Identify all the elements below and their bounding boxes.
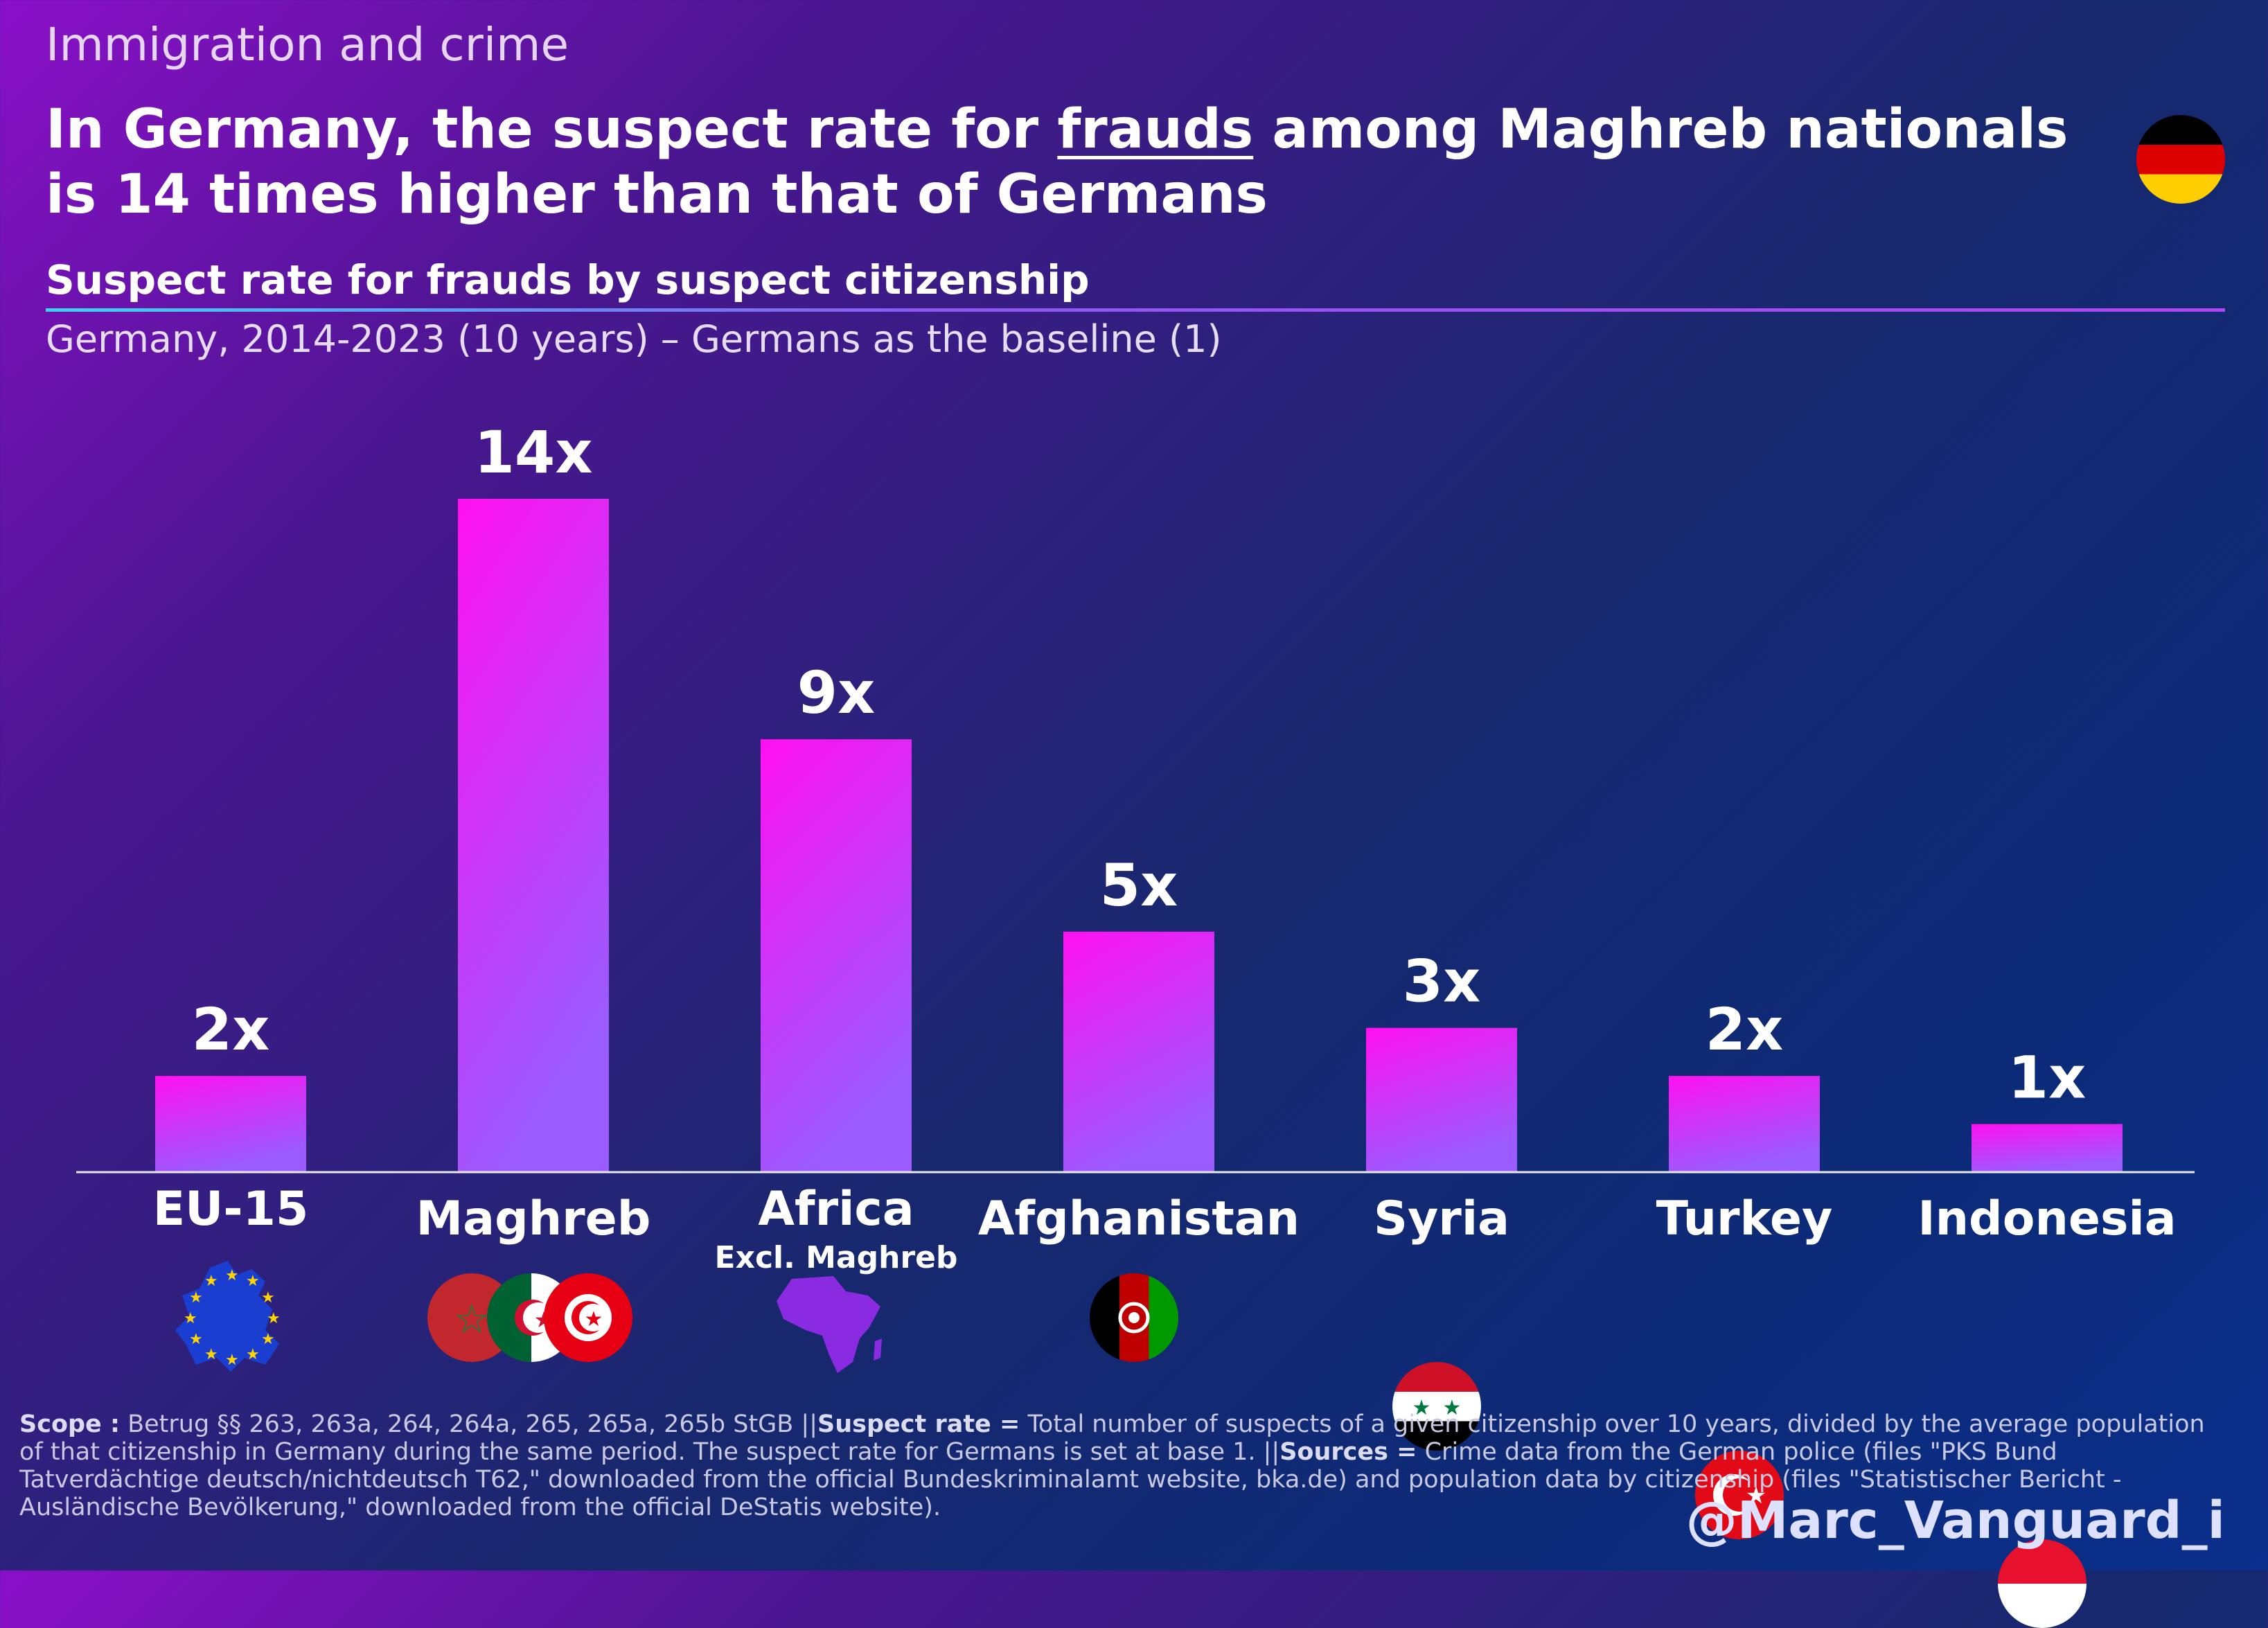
eu-map-icon: ★ ★ ★ ★ ★ ★ ★ ★ ★ ★ ★ ★ <box>161 1254 300 1381</box>
svg-text:★: ★ <box>189 1331 203 1348</box>
headline: In Germany, the suspect rate for frauds … <box>46 97 2096 227</box>
value-label: 9x <box>797 659 876 727</box>
value-label: 3x <box>1403 948 1481 1016</box>
svg-text:☆: ☆ <box>454 1295 490 1343</box>
bar-afghanistan <box>1063 931 1214 1172</box>
svg-text:★: ★ <box>261 1331 275 1348</box>
value-label: 1x <box>2008 1044 2087 1112</box>
value-label: 2x <box>1706 996 1784 1063</box>
turkey-flag-icon: ★ <box>1695 1451 1784 1539</box>
author-handle: @Marc_Vanguard_i <box>1685 1491 2225 1550</box>
chart-description: Germany, 2014-2023 (10 years) – Germans … <box>46 317 1222 361</box>
svg-text:★: ★ <box>225 1352 239 1369</box>
category-label: EU-15 <box>152 1182 309 1237</box>
bar-indonesia <box>1972 1124 2123 1172</box>
svg-text:★: ★ <box>204 1273 218 1290</box>
svg-text:★: ★ <box>267 1310 281 1327</box>
bar-africa <box>761 739 912 1172</box>
headline-part-2: among Maghreb nationals is 14 times high… <box>46 98 2068 226</box>
svg-text:★: ★ <box>1746 1482 1766 1510</box>
category-label: Africa <box>758 1182 914 1237</box>
bar-chart: 2x 14x 9x 5x 3x 2x 1x <box>76 418 2195 1174</box>
svg-text:★: ★ <box>1443 1396 1462 1420</box>
syria-flag-icon: ★ ★ <box>1392 1362 1481 1451</box>
footnote-sources-text: Crime data from the German police (files… <box>19 1438 2122 1521</box>
bar-syria <box>1366 1027 1517 1172</box>
footnote-sources-label: Sources = <box>1279 1438 1417 1466</box>
category-label: Syria <box>1373 1192 1510 1246</box>
category-label: Turkey <box>1656 1192 1833 1246</box>
svg-text:★: ★ <box>1412 1396 1431 1420</box>
headline-emphasis: frauds <box>1057 98 1254 161</box>
svg-text:★: ★ <box>261 1289 275 1307</box>
maghreb-flags-icon: ☆ ★ ★ <box>427 1273 632 1362</box>
category-label: Maghreb <box>416 1192 651 1246</box>
kicker: Immigration and crime <box>46 18 569 71</box>
chart-subtitle: Suspect rate for frauds by suspect citiz… <box>46 256 1090 303</box>
bar-maghreb <box>458 499 609 1172</box>
value-label: 5x <box>1100 851 1178 919</box>
germany-flag-icon <box>2136 115 2225 204</box>
category-label: Afghanistan <box>977 1192 1300 1246</box>
footnote-scope-label: Scope : <box>19 1410 120 1438</box>
svg-text:★: ★ <box>246 1346 260 1363</box>
afghanistan-flag-icon <box>1090 1273 1178 1362</box>
category-sublabel: Excl. Maghreb <box>714 1240 958 1275</box>
value-label: 2x <box>192 996 270 1063</box>
svg-text:★: ★ <box>204 1346 218 1363</box>
africa-map-icon <box>771 1272 889 1379</box>
bar-turkey <box>1669 1076 1820 1172</box>
svg-text:★: ★ <box>246 1273 260 1290</box>
indonesia-flag-icon <box>1998 1539 2087 1628</box>
subtitle-rule <box>46 308 2225 312</box>
headline-part-1: In Germany, the suspect rate for <box>46 98 1058 161</box>
svg-text:★: ★ <box>585 1307 603 1331</box>
svg-text:★: ★ <box>225 1267 239 1284</box>
svg-text:★: ★ <box>189 1289 203 1307</box>
footnote-rate-label: Suspect rate = <box>817 1410 1020 1438</box>
tunisia-flag-icon: ★ <box>544 1273 632 1362</box>
footnote-rate-text: Total number of suspects of a given citi… <box>19 1410 2205 1466</box>
footnote: Scope : Betrug §§ 263, 263a, 264, 264a, … <box>19 1410 2208 1521</box>
bar-eu-15 <box>155 1076 306 1172</box>
value-label: 14x <box>474 418 592 486</box>
footnote-scope-text: Betrug §§ 263, 263a, 264, 264a, 265, 265… <box>119 1410 818 1438</box>
category-label: Indonesia <box>1917 1192 2177 1246</box>
svg-text:★: ★ <box>184 1310 197 1327</box>
